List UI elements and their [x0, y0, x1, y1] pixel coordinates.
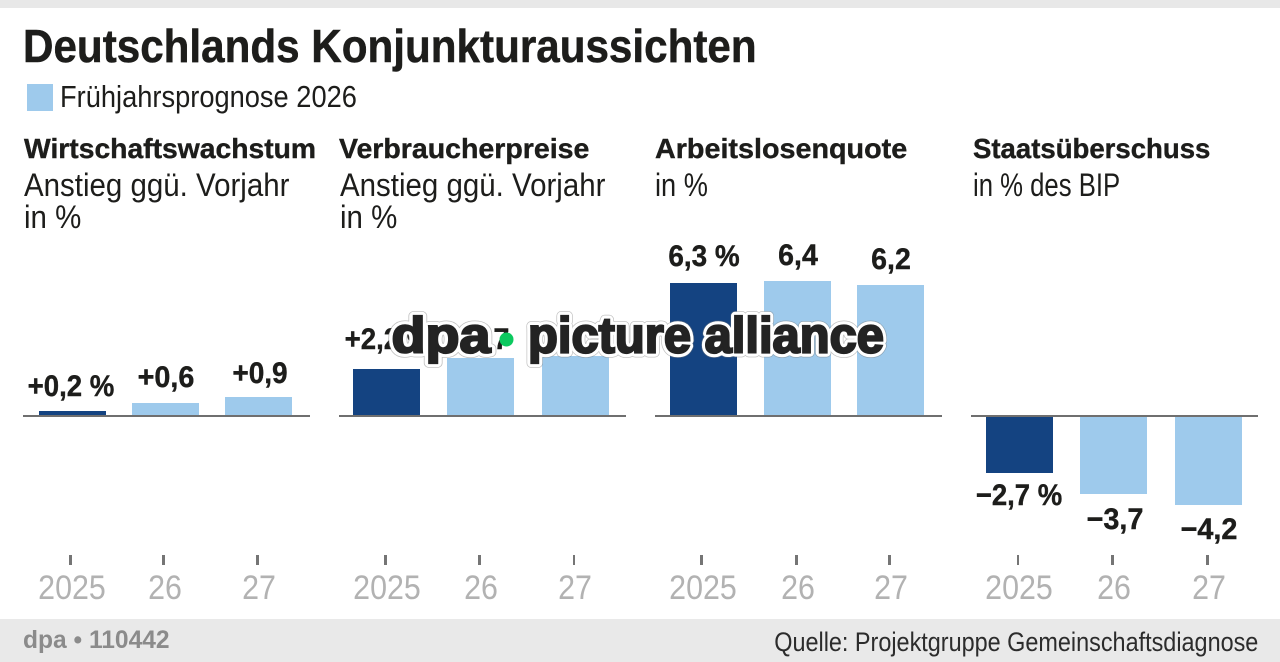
svg-text:dpa: dpa: [392, 308, 492, 364]
svg-text:picture alliance: picture alliance: [528, 308, 884, 364]
svg-text:dpa: dpa: [392, 308, 492, 364]
svg-text:dpa: dpa: [392, 308, 492, 364]
svg-text:picture alliance: picture alliance: [528, 308, 884, 364]
svg-text:picture alliance: picture alliance: [528, 308, 884, 364]
